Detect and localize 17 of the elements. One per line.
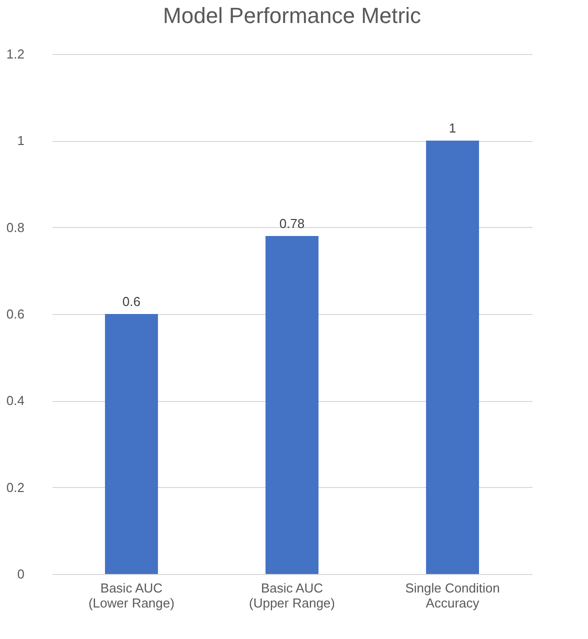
y-tick-label: 0.8 (6, 220, 24, 235)
x-tick-label: Basic AUC (Lower Range) (88, 580, 174, 610)
data-label: 0.78 (279, 216, 305, 231)
x-tick-label: Basic AUC (Upper Range) (249, 580, 335, 610)
y-tick-label: 0 (17, 566, 24, 582)
x-tick-label: Single Condition Accuracy (405, 580, 500, 610)
data-label: 1 (448, 120, 456, 136)
chart-title: Model Performance Metric (163, 3, 421, 28)
bar (426, 140, 480, 574)
data-label: 0.6 (122, 294, 141, 309)
y-tick-label: 0.4 (6, 393, 24, 408)
y-tick-label: 0.2 (6, 480, 24, 495)
bar (266, 236, 318, 574)
y-tick-label: 1 (17, 133, 24, 148)
y-tick-label: 0.6 (6, 306, 24, 322)
y-tick-label: 1.2 (6, 46, 24, 62)
bar (104, 314, 158, 574)
